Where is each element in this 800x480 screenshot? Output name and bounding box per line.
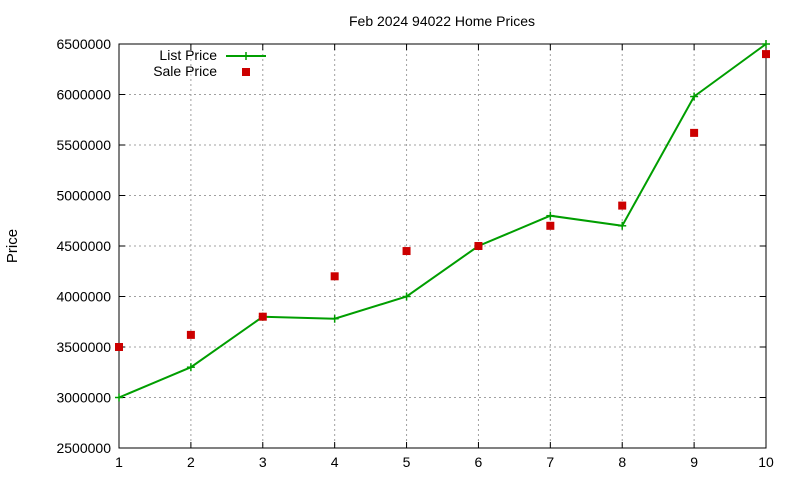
legend-label-sale-price: Sale Price	[153, 63, 217, 79]
x-tick-label: 6	[475, 454, 483, 470]
sale-price-point	[330, 272, 339, 281]
x-tick-label: 2	[187, 454, 195, 470]
list-price-point	[762, 40, 770, 48]
list-price-point	[546, 211, 555, 220]
chart-title: Feb 2024 94022 Home Prices	[349, 13, 535, 29]
legend-label-list-price: List Price	[159, 47, 217, 63]
list-price-point	[186, 363, 195, 372]
list-price-point	[402, 292, 411, 301]
sale-price-point	[618, 201, 627, 210]
sale-price-point	[186, 330, 195, 339]
y-tick-label: 3500000	[56, 339, 111, 355]
x-tick-label: 3	[259, 454, 267, 470]
y-tick-label: 5000000	[56, 188, 111, 204]
plot-frame	[118, 43, 767, 449]
x-tick-label: 4	[331, 454, 339, 470]
series-line-list-price	[118, 43, 767, 399]
sale-price-point	[690, 128, 699, 137]
list-price-point	[618, 221, 627, 230]
sale-price-point	[258, 312, 267, 321]
series-layer	[115, 40, 770, 402]
legend-plus-list-price	[242, 52, 250, 60]
legend: List Price Sale Price	[153, 47, 266, 79]
sale-price-point	[115, 343, 123, 351]
y-tick-label: 3000000	[56, 390, 111, 406]
legend-marker-sale-price	[242, 68, 250, 76]
sale-price-point	[762, 50, 770, 59]
legend-marker-list-price	[242, 52, 250, 60]
x-tick-label: 8	[618, 454, 626, 470]
y-axis-label: Price	[4, 229, 21, 263]
x-tick-label: 1	[115, 454, 123, 470]
tick-layer: 2500000 3000000 3500000 4000000 4500000 50000…	[56, 36, 774, 470]
y-tick-label: 4500000	[56, 238, 111, 254]
sale-price-point	[474, 242, 483, 250]
x-tick-label: 7	[546, 454, 554, 470]
list-price-point	[115, 393, 123, 402]
x-tick-label: 5	[403, 454, 411, 470]
sale-price-point	[546, 221, 555, 230]
sale-price-point	[402, 247, 411, 256]
y-tick-label: 2500000	[56, 440, 111, 456]
y-tick-label: 6500000	[56, 36, 111, 52]
grid-layer	[119, 44, 766, 448]
y-tick-label: 5500000	[56, 137, 111, 153]
y-tick-label: 4000000	[56, 289, 111, 305]
list-price-point	[330, 314, 339, 323]
list-price-point	[690, 92, 699, 101]
x-tick-label: 10	[758, 454, 774, 470]
y-tick-label: 6000000	[56, 87, 111, 103]
x-tick-label: 9	[690, 454, 698, 470]
